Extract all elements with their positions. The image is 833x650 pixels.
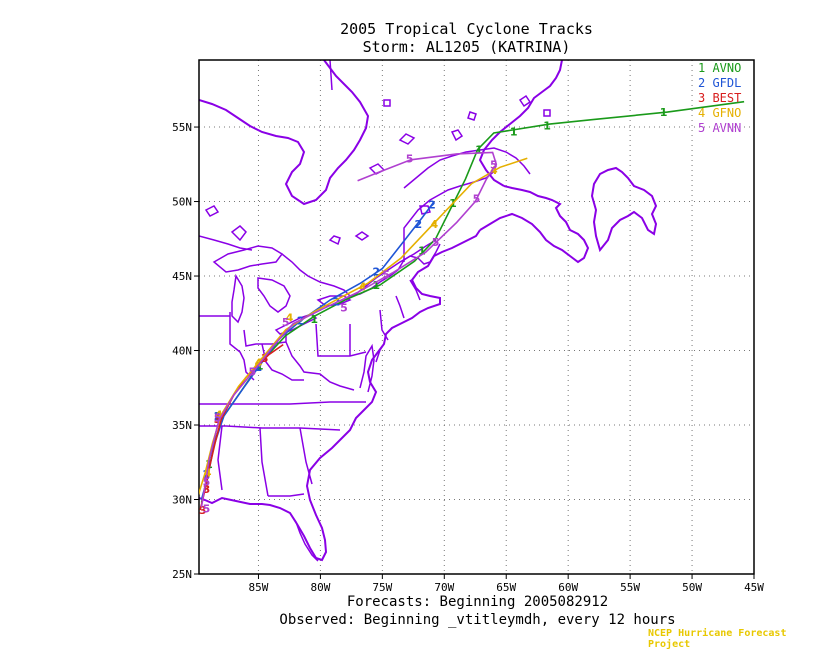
lat-tick-label: 35N	[172, 419, 192, 432]
track-marker-gfno: 4	[431, 218, 439, 231]
legend-entry-best: 3 BEST	[698, 91, 741, 105]
credit-label: NCEP Hurricane Forecast Project	[648, 628, 787, 650]
lat-tick-label: 40N	[172, 345, 192, 358]
track-marker-avnn: 5	[490, 158, 498, 171]
track-marker-avnn: 5	[382, 269, 390, 282]
coastline-maritimes	[479, 185, 590, 264]
lat-tick-label: 55N	[172, 121, 192, 134]
lat-tick-label: 50N	[172, 196, 192, 209]
lon-tick-label: 55W	[620, 581, 640, 594]
observed-caption: Observed: Beginning _vtitleymdh, every 1…	[279, 612, 676, 628]
coastline-midatlantic	[359, 343, 385, 393]
legend-entry-gfno: 4 GFNO	[698, 106, 741, 120]
chart-subtitle: Storm: AL1205 (KATRINA)	[362, 38, 571, 56]
track-marker-best: 3	[203, 483, 211, 496]
lat-tick-label: 30N	[172, 494, 192, 507]
track-marker-avnn: 5	[203, 502, 211, 515]
lake-michigan	[231, 273, 245, 324]
coastline-hudson-bay	[199, 60, 370, 206]
track-marker-avnn: 5	[214, 412, 222, 425]
map-geography	[199, 60, 658, 562]
axis-ticks: 85W 80W 75W 70W 65W 60W 55W 50W 45W 25N 30N 35N 40N 4…	[172, 121, 764, 594]
track-marker-gfno: 4	[215, 409, 223, 422]
track-marker-avno: 1	[475, 143, 483, 156]
track-marker-avno: 1	[310, 313, 318, 326]
inland-lakes	[204, 94, 551, 246]
coastline-st-lawrence	[403, 147, 531, 189]
track-marker-avnn: 5	[340, 301, 348, 314]
track-marker-gfno: 4	[204, 467, 212, 480]
track-marker-avno: 1	[543, 120, 551, 133]
track-marker-gfdl: 2	[372, 266, 380, 279]
lon-tick-label: 60W	[558, 581, 578, 594]
lon-tick-label: 75W	[372, 581, 392, 594]
track-avno	[200, 100, 745, 503]
lat-tick-label: 25N	[172, 568, 192, 581]
lon-tick-label: 70W	[434, 581, 454, 594]
chart-title: 2005 Tropical Cyclone Tracks	[340, 20, 593, 38]
track-gfno	[199, 157, 528, 496]
lon-tick-label: 50W	[682, 581, 702, 594]
track-marker-avno: 1	[660, 106, 668, 119]
track-marker-best: 3	[199, 504, 207, 517]
track-marker-gfno: 4	[286, 312, 294, 325]
track-marker-avno: 1	[372, 279, 380, 292]
coastline-florida-west	[289, 512, 319, 562]
track-marker-avnn: 5	[248, 365, 256, 378]
track-marker-avnn: 5	[432, 236, 440, 249]
track-marker-gfdl: 2	[255, 361, 263, 374]
lon-tick-label: 45W	[744, 581, 764, 594]
plot-frame	[198, 59, 755, 575]
track-marker-avnn: 5	[282, 316, 290, 329]
track-marker-avno: 1	[510, 126, 518, 139]
track-marker-best: 3	[214, 413, 222, 426]
track-marker-gfno: 4	[359, 280, 367, 293]
track-marker-gfno: 4	[490, 164, 498, 177]
track-marker-best: 3	[261, 352, 269, 365]
track-marker-avno: 1	[418, 245, 426, 258]
legend-entry-avnn: 5 AVNN	[698, 121, 741, 135]
lon-tick-label: 65W	[496, 581, 516, 594]
legend-entry-avno: 1 AVNO	[698, 61, 741, 75]
track-marker-avno: 1	[214, 410, 222, 423]
coastline-newfoundland	[590, 166, 658, 253]
border-provinces	[329, 60, 497, 262]
lon-tick-label: 80W	[310, 581, 330, 594]
track-marker-gfdl: 2	[428, 199, 436, 212]
track-marker-gfno: 4	[255, 356, 263, 369]
track-avnn	[200, 151, 498, 508]
forecast-caption: Forecasts: Beginning 2005082912	[346, 594, 609, 610]
lon-tick-label: 85W	[249, 581, 269, 594]
track-marker-avnn: 5	[406, 152, 414, 165]
legend-entry-gfdl: 2 GFDL	[698, 76, 741, 90]
coastline-labrador	[478, 60, 563, 187]
lat-tick-label: 45N	[172, 270, 192, 283]
track-marker-avnn: 5	[473, 193, 481, 206]
coastline-us	[199, 229, 481, 562]
track-marker-gfdl: 2	[214, 410, 222, 423]
lake-huron	[257, 277, 291, 313]
track-marker-gfdl: 2	[414, 218, 422, 231]
track-marker-avnn: 5	[203, 476, 211, 489]
lake-superior	[212, 245, 284, 273]
lake-nipigon	[230, 225, 247, 242]
